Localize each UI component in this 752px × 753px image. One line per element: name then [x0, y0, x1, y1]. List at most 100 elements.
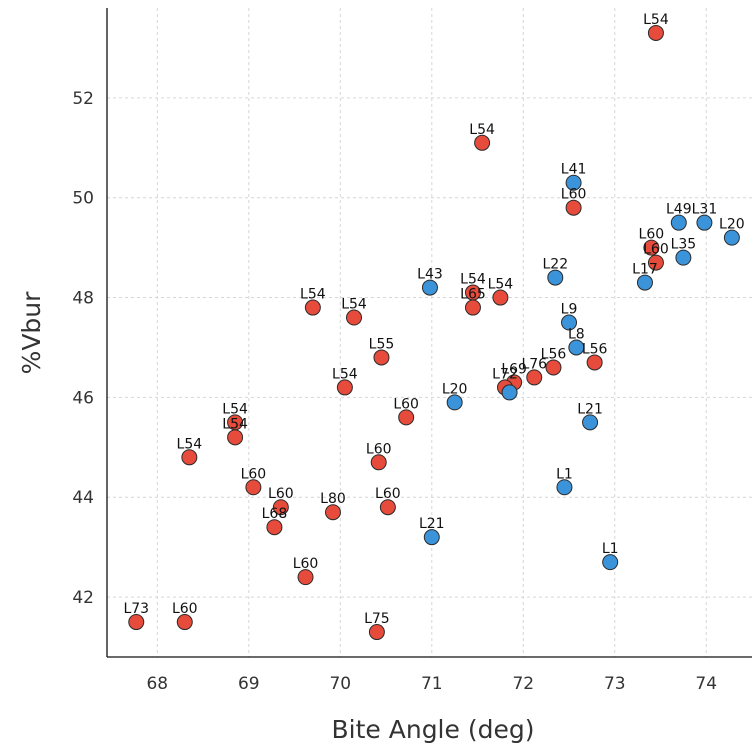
point-label: L56 — [582, 341, 608, 357]
data-point-red — [176, 614, 193, 631]
data-point-blue — [696, 214, 713, 231]
data-point-blue — [565, 174, 582, 191]
x-tick-label: 74 — [695, 674, 717, 694]
data-point-blue — [670, 214, 687, 231]
tick-labels: 68 69 70 71 72 73 74 42 44 46 48 50 52 — [72, 89, 717, 694]
data-point-blue — [561, 314, 578, 331]
data-point-blue — [547, 269, 564, 286]
data-point-blue — [582, 414, 599, 431]
point-label: L1 — [602, 541, 619, 557]
data-point-red — [346, 309, 363, 326]
data-point-blue — [446, 394, 463, 411]
point-label: L41 — [561, 162, 587, 178]
data-point-red — [398, 409, 415, 426]
data-point-red — [272, 499, 289, 516]
point-label: L35 — [671, 237, 697, 253]
data-point-red — [336, 379, 353, 396]
point-label: L8 — [568, 326, 585, 342]
data-point-blue — [568, 339, 585, 356]
data-point-red — [245, 479, 262, 496]
data-point-blue — [421, 279, 438, 296]
data-point-red — [370, 454, 387, 471]
data-point-red — [643, 239, 660, 256]
data-point-red — [647, 254, 664, 271]
point-label: L54 — [222, 416, 248, 432]
data-point-blue — [423, 529, 440, 546]
data-point-blue — [556, 479, 573, 496]
point-label: L65 — [460, 287, 486, 303]
point-label: L75 — [364, 611, 390, 627]
point-label: L54 — [643, 12, 669, 28]
data-point-red — [304, 299, 321, 316]
data-point-blue — [602, 554, 619, 571]
data-point-blue — [723, 229, 740, 246]
point-label: L56 — [541, 346, 567, 362]
point-label: L60 — [639, 227, 665, 243]
x-tick-label: 71 — [421, 674, 443, 694]
data-point-blue — [636, 274, 653, 291]
x-tick-label: 70 — [329, 674, 351, 694]
point-label: L60 — [561, 187, 587, 203]
point-label: L54 — [222, 401, 248, 417]
x-tick-label: 73 — [604, 674, 626, 694]
y-tick-label: 42 — [72, 588, 94, 608]
point-label: L49 — [666, 202, 692, 218]
point-label: L54 — [460, 272, 486, 288]
point-label: L54 — [488, 277, 514, 293]
data-point-red — [368, 624, 385, 641]
data-point-red — [297, 569, 314, 586]
point-label: L60 — [293, 556, 319, 572]
point-label: L20 — [442, 381, 468, 397]
point-label: L21 — [419, 516, 445, 532]
point-label: L31 — [692, 202, 718, 218]
point-label: L54 — [300, 287, 326, 303]
y-axis-label: %Vbur — [17, 291, 46, 375]
point-label: L17 — [632, 262, 658, 278]
point-label: L54 — [332, 366, 358, 382]
point-label: L69 — [501, 361, 527, 377]
point-label: L72 — [492, 366, 518, 382]
data-point-red — [128, 614, 145, 631]
point-label: L76 — [521, 356, 547, 372]
data-point-red — [526, 369, 543, 386]
data-point-red — [266, 519, 283, 536]
x-tick-label: 68 — [146, 674, 168, 694]
point-label: L60 — [366, 441, 392, 457]
x-tick-label: 72 — [512, 674, 534, 694]
data-point-red — [492, 289, 509, 306]
data-point-red — [474, 134, 491, 151]
data-point-red — [647, 24, 664, 41]
grid — [107, 8, 752, 657]
data-point-red — [181, 449, 198, 466]
point-label: L54 — [341, 297, 367, 313]
point-label: L22 — [542, 257, 568, 273]
point-label: L21 — [577, 401, 603, 417]
point-label: L80 — [320, 491, 346, 507]
point-label: L60 — [268, 486, 294, 502]
data-point-blue — [501, 384, 518, 401]
x-tick-label: 69 — [238, 674, 260, 694]
point-label: L54 — [177, 436, 203, 452]
point-label: L20 — [719, 217, 745, 233]
data-point-red — [324, 504, 341, 521]
data-point-red — [227, 429, 244, 446]
data-point-blue — [675, 249, 692, 266]
point-label: L60 — [375, 486, 401, 502]
point-label: L60 — [172, 601, 198, 617]
x-axis-label: Bite Angle (deg) — [332, 715, 535, 744]
y-tick-label: 50 — [72, 189, 94, 209]
data-point-red — [565, 199, 582, 216]
point-label: L60 — [643, 242, 669, 258]
point-label: L43 — [417, 267, 443, 283]
data-point-red — [373, 349, 390, 366]
point-label: L73 — [123, 601, 149, 617]
point-label: L54 — [469, 122, 495, 138]
data-points — [128, 24, 740, 641]
point-label: L1 — [556, 466, 573, 482]
point-label: L9 — [561, 302, 578, 318]
data-point-red — [586, 354, 603, 371]
point-label: L55 — [369, 336, 395, 352]
y-tick-label: 48 — [72, 289, 94, 309]
data-point-red — [379, 499, 396, 516]
